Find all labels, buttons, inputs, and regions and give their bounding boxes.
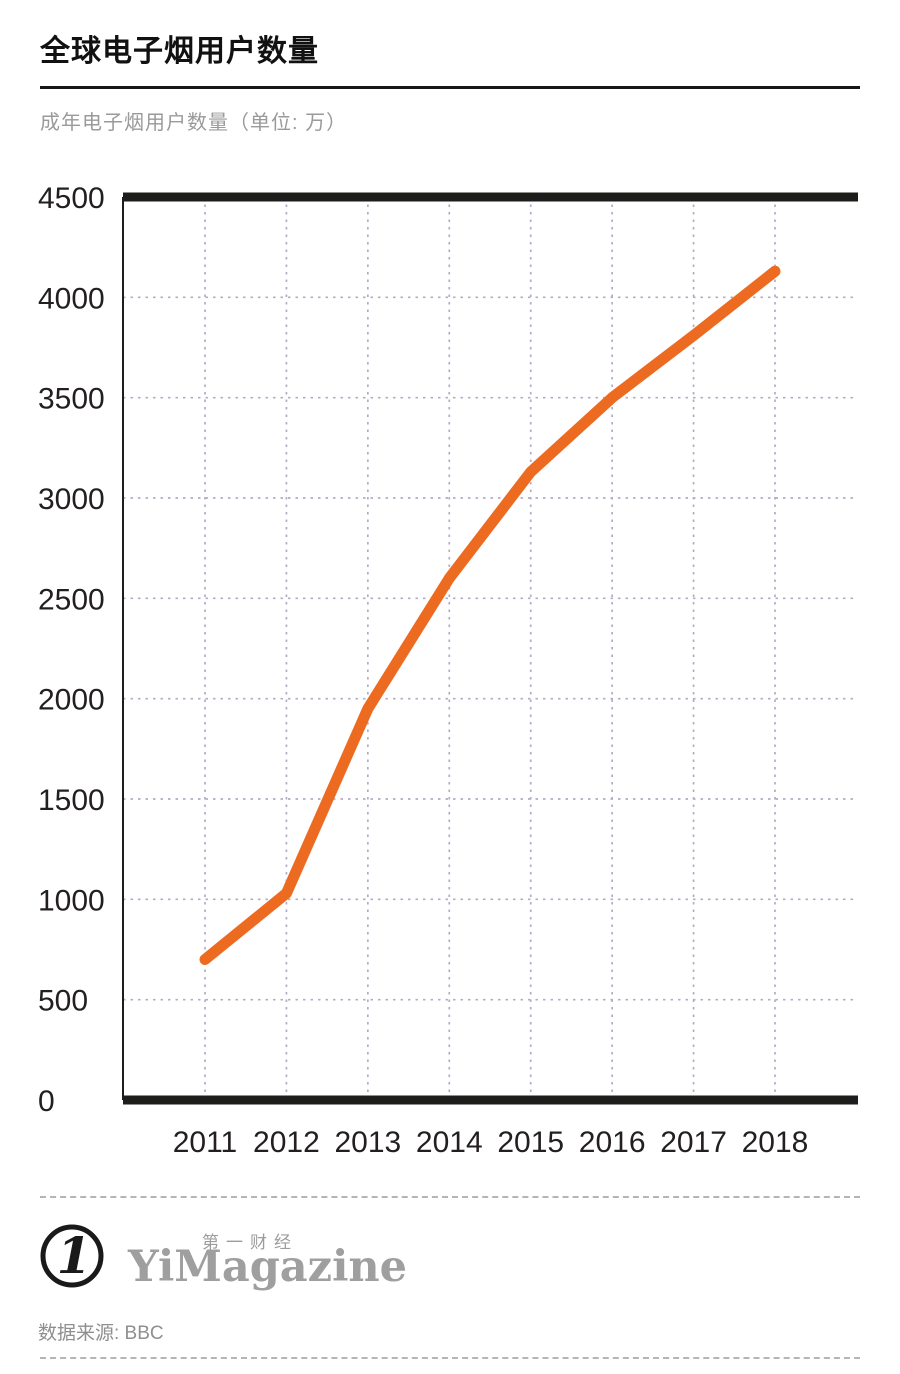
footer-top-divider: [40, 1196, 860, 1198]
logo-numeral: 1: [57, 1226, 92, 1285]
x-tick-label: 2014: [416, 1126, 483, 1159]
page-title: 全球电子烟用户数量: [40, 35, 319, 68]
y-tick-label: 1000: [38, 884, 105, 917]
logo-circle: [40, 1224, 104, 1288]
y-tick-label: 2500: [38, 583, 105, 616]
bottom-axis-bar: [123, 1095, 858, 1105]
top-axis-bar: [123, 192, 858, 202]
x-tick-label: 2017: [660, 1126, 727, 1159]
title-divider: [40, 86, 860, 89]
y-tick-label: 3500: [38, 383, 105, 416]
brand-name-english: YiMagazine: [128, 1242, 408, 1292]
y-tick-label: 4500: [38, 182, 105, 215]
yimagazine-logo-icon: 1: [40, 1224, 104, 1288]
y-tick-label: 500: [38, 985, 88, 1018]
bottom-divider: [40, 1357, 860, 1359]
brand-name-chinese: 第一财经: [202, 1233, 298, 1252]
y-tick-label: 0: [38, 1085, 55, 1118]
x-tick-label: 2013: [334, 1126, 401, 1159]
users-line-series: [199, 265, 781, 966]
x-tick-label: 2011: [173, 1126, 238, 1159]
y-tick-label: 2000: [38, 684, 105, 717]
x-tick-label: 2015: [497, 1126, 564, 1159]
y-tick-label: 3000: [38, 483, 105, 516]
x-tick-label: 2016: [579, 1126, 646, 1159]
chart-subtitle: 成年电子烟用户数量（单位: 万）: [40, 112, 348, 134]
y-tick-label: 1500: [38, 784, 105, 817]
line-chart-canvas: 2011 2012 2013 2014 2015 2016 2017 2018 0 500 1000…: [38, 182, 858, 1159]
x-tick-label: 2012: [253, 1126, 320, 1159]
data-source-label: 数据来源: BBC: [38, 1323, 164, 1344]
x-tick-label: 2018: [742, 1126, 809, 1159]
y-tick-label: 4000: [38, 282, 105, 315]
